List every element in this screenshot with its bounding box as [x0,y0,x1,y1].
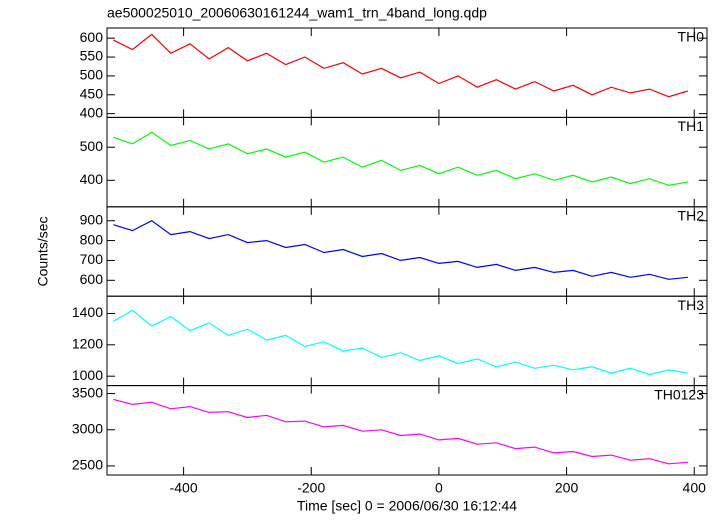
y-tick-label: 1000 [72,367,103,383]
y-tick-label: 400 [80,171,104,187]
x-tick-label: -200 [297,480,325,496]
y-tick-label: 550 [80,48,104,64]
x-axis-label: Time [sec] 0 = 2006/06/30 16:12:44 [297,498,517,514]
y-tick-label: 600 [80,29,104,45]
data-line [113,309,688,376]
data-line [113,33,689,98]
y-tick-label: 700 [80,251,104,267]
y-tick-label: 1400 [72,304,103,320]
y-tick-label: 500 [80,138,104,154]
data-line [113,131,689,186]
panel-frame [106,206,708,297]
panel-frame [106,385,708,476]
data-line [113,219,688,280]
y-tick-label: 3500 [72,384,103,400]
y-tick-label: 600 [80,271,104,287]
x-tick-label: -400 [170,480,198,496]
x-tick-label: 0 [435,480,443,496]
y-axis-label: Counts/sec [35,216,51,286]
x-tick-label: 200 [555,480,579,496]
panel-label: TH0 [678,29,705,45]
x-tick-label: 400 [683,480,707,496]
chart-title: ae500025010_20060630161244_wam1_trn_4ban… [107,5,487,21]
panel-label: TH0123 [654,386,704,402]
panel-frame [106,27,708,118]
y-tick-label: 400 [80,104,104,120]
panel-label: TH3 [678,297,705,313]
y-tick-label: 800 [80,231,104,247]
y-tick-label: 1200 [72,336,103,352]
y-tick-label: 900 [80,211,104,227]
data-line [113,398,688,465]
y-tick-label: 2500 [72,457,103,473]
panel-frame [106,116,708,208]
panel-label: TH2 [678,208,705,224]
y-tick-label: 500 [80,67,104,83]
y-tick-label: 3000 [72,420,103,436]
y-tick-label: 450 [80,85,104,101]
panel-label: TH1 [678,118,705,134]
